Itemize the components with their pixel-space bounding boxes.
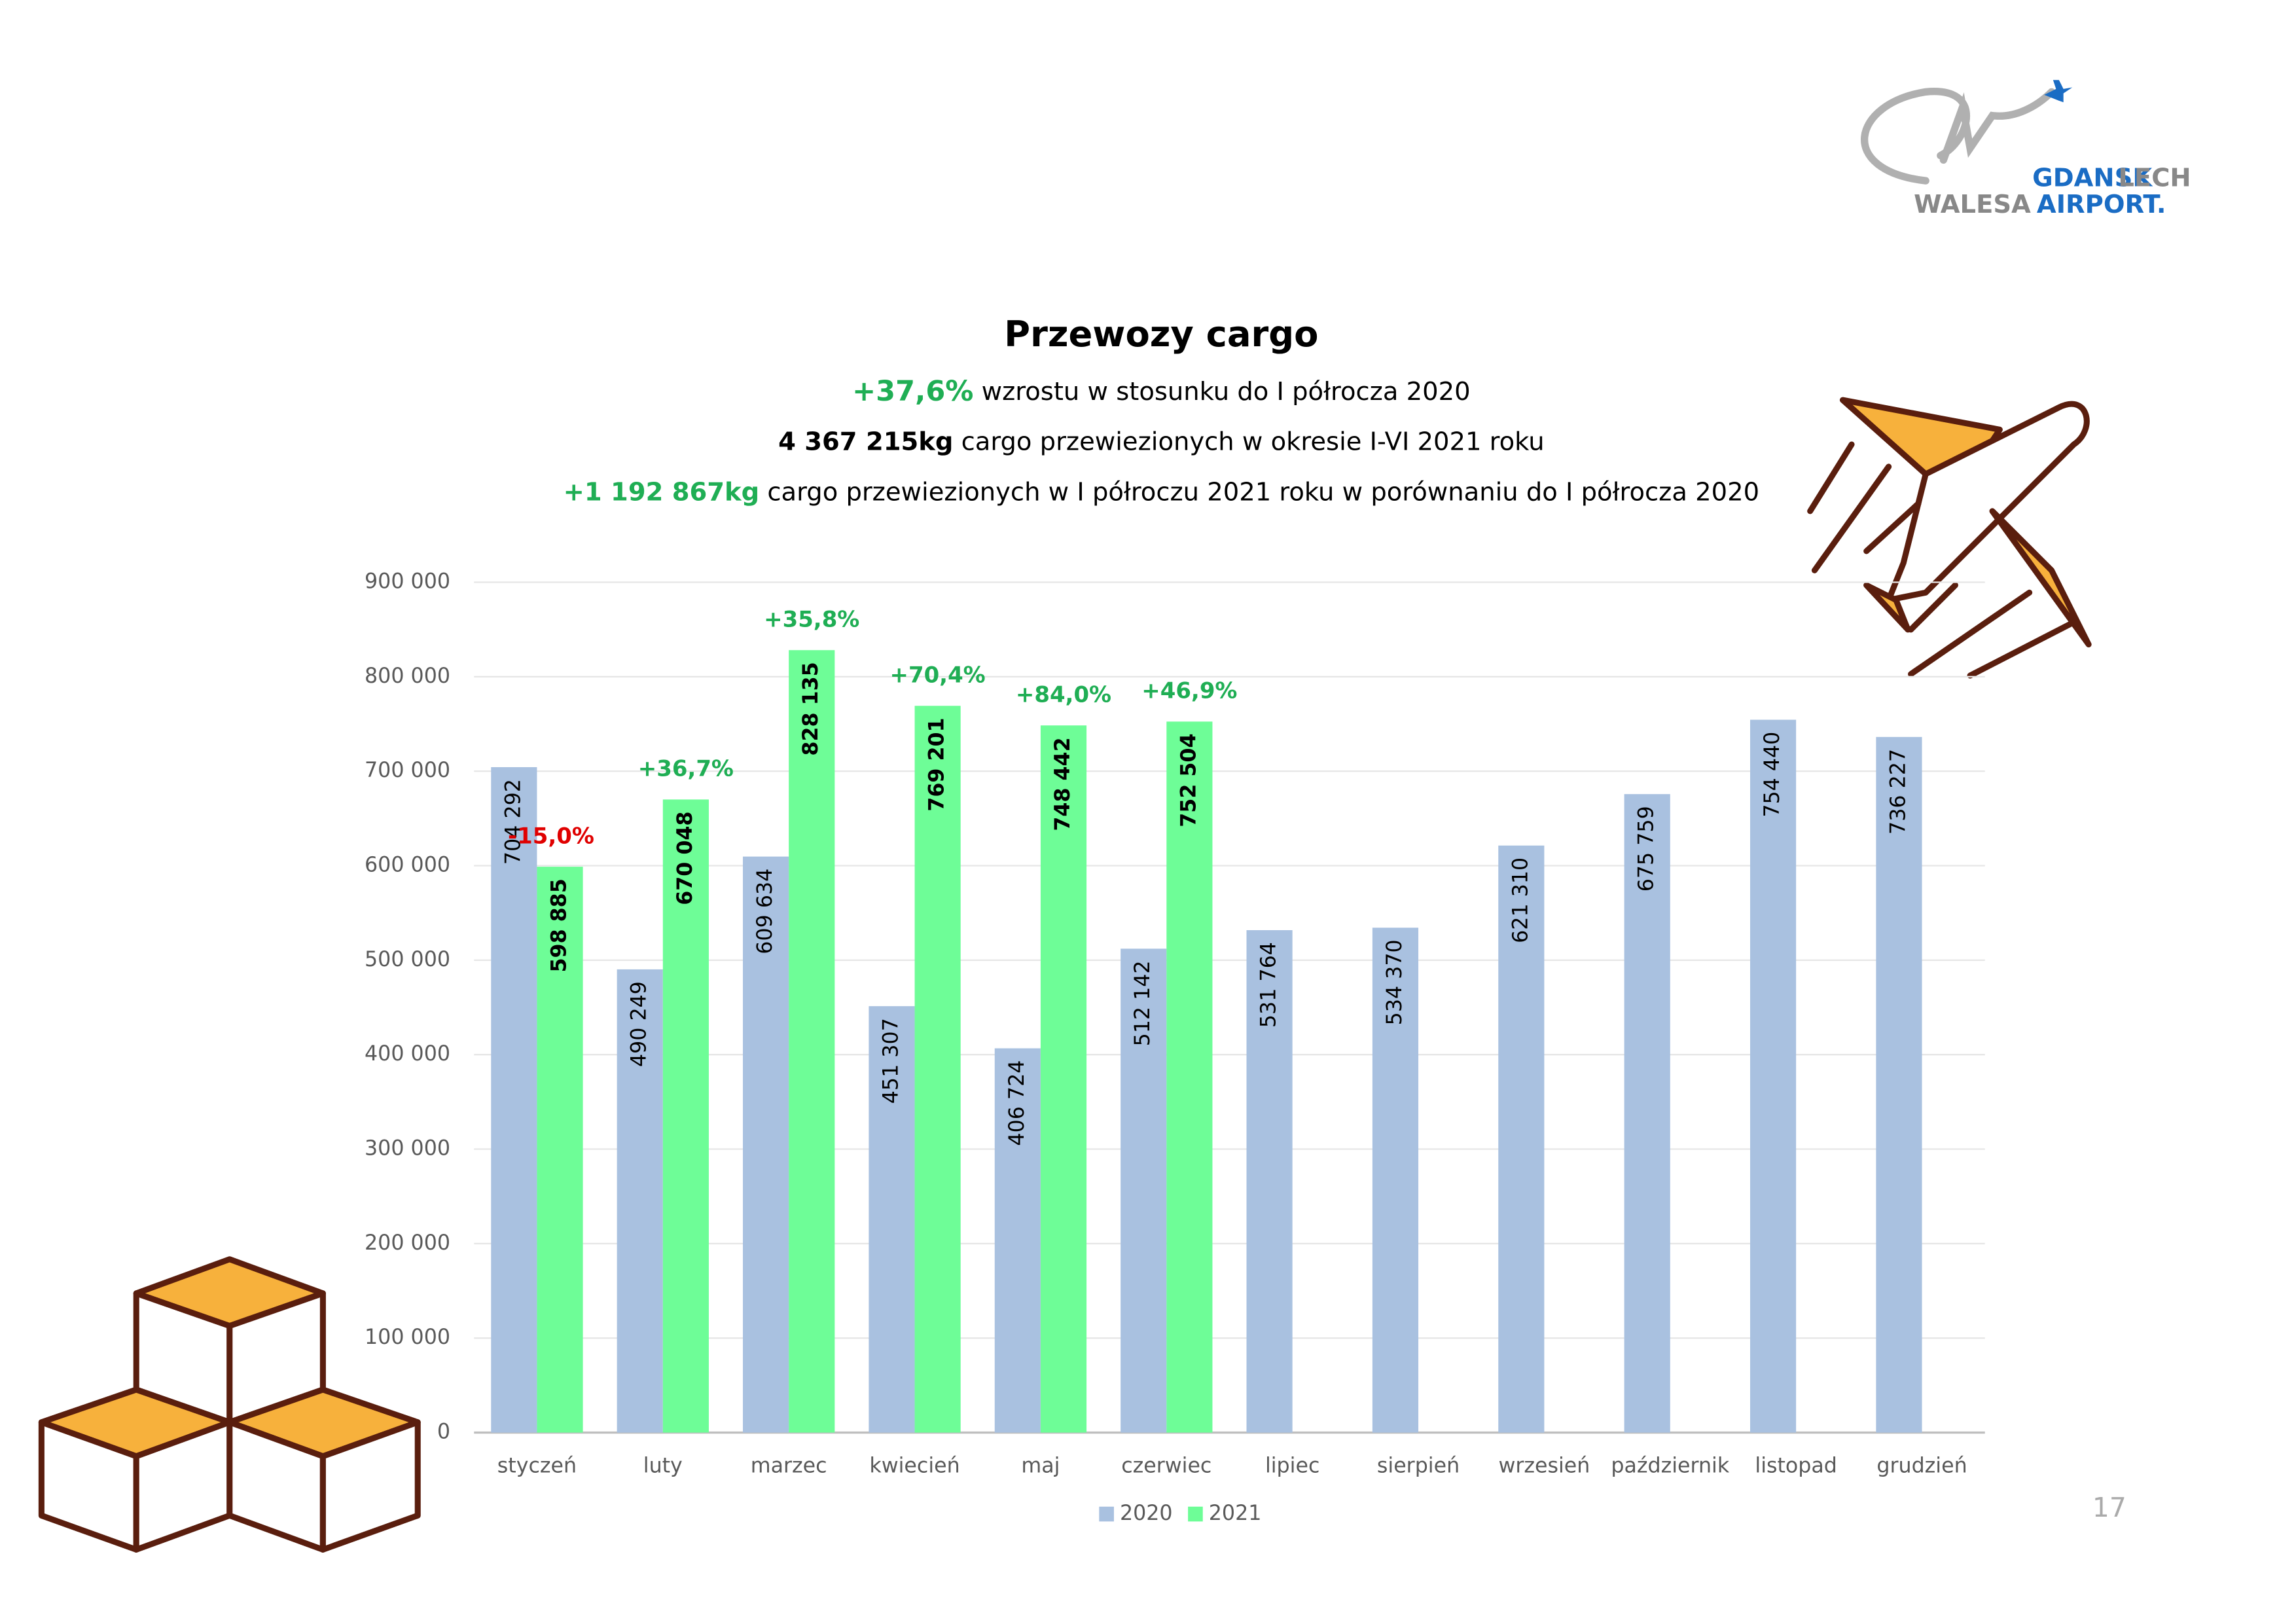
subtitle-text: cargo przewiezionych w okresie I-VI 2021… [961, 427, 1545, 456]
subtitle-space [953, 427, 961, 456]
logo-plane [2044, 80, 2073, 103]
subtitle-text: cargo przewiezionych w I półroczu 2021 r… [767, 477, 1759, 507]
bar [789, 650, 835, 1433]
bar [1121, 948, 1167, 1433]
data-label: 406 724 [1005, 1060, 1029, 1146]
x-tick-label: sierpień [1377, 1454, 1460, 1478]
y-tick-label: 200 000 [365, 1231, 450, 1255]
legend-swatch [1188, 1506, 1203, 1522]
data-label: 828 135 [799, 662, 823, 755]
y-tick-label: 0 [437, 1420, 450, 1444]
data-label: 598 885 [547, 878, 571, 972]
logo-text: GDANSK [2032, 163, 2153, 192]
bar [1246, 929, 1293, 1433]
data-label: 675 759 [1635, 806, 1659, 892]
change-label: +84,0% [1016, 681, 1111, 708]
bar [994, 1048, 1041, 1433]
subtitle-space [759, 477, 767, 507]
data-label: 704 292 [501, 779, 525, 865]
bar [869, 1006, 915, 1433]
subtitle: 4 367 215kg cargo przewiezionych w okres… [778, 427, 1545, 456]
logo-swoosh [1861, 88, 2056, 185]
x-tick-label: maj [1021, 1454, 1060, 1478]
x-tick-label: czerwiec [1121, 1454, 1211, 1478]
legend-label: 2020 [1120, 1502, 1173, 1525]
x-tick-label: marzec [751, 1454, 827, 1478]
bar [537, 867, 583, 1433]
data-label: 670 048 [673, 812, 697, 905]
x-tick-label: styczeń [497, 1454, 577, 1478]
change-label: +35,8% [764, 606, 859, 632]
x-tick-label: kwiecień [869, 1454, 960, 1478]
chart-title: Przewozy cargo [1004, 314, 1318, 355]
bar [1750, 719, 1797, 1433]
x-tick-label: luty [643, 1454, 683, 1478]
data-label: 769 201 [925, 717, 949, 811]
legend-swatch [1099, 1506, 1114, 1522]
subtitle-highlight: +37,6% [852, 374, 973, 407]
change-label: -15,0% [508, 823, 594, 849]
subtitle-highlight: 4 367 215kg [778, 427, 953, 456]
bar [662, 799, 709, 1433]
bar [743, 856, 789, 1433]
subtitle: +1 192 867kg cargo przewiezionych w I pó… [564, 477, 1759, 507]
y-tick-label: 700 000 [365, 759, 450, 782]
y-tick-label: 800 000 [365, 664, 450, 688]
logo: GDANSK LECH WALESA AIRPORT. [1861, 80, 2191, 219]
y-tick-label: 400 000 [365, 1042, 450, 1066]
x-tick-label: listopad [1755, 1454, 1837, 1478]
change-label: +36,7% [638, 756, 734, 782]
plane-icon [1807, 397, 2092, 679]
bar [1876, 736, 1922, 1433]
data-label: 752 504 [1177, 733, 1200, 827]
logo-text: AIRPORT. [2037, 190, 2166, 219]
bar [1040, 725, 1087, 1433]
data-label: 609 634 [753, 869, 777, 954]
data-label: 736 227 [1886, 749, 1910, 835]
subtitle-highlight: +1 192 867kg [564, 477, 760, 507]
data-label: 621 310 [1509, 857, 1532, 943]
change-label: +46,9% [1141, 678, 1237, 704]
subtitle-space [973, 376, 981, 406]
bar [1624, 794, 1670, 1433]
data-label: 754 440 [1761, 732, 1784, 818]
x-tick-label: październik [1611, 1454, 1729, 1478]
data-label: 534 370 [1383, 939, 1407, 1025]
bar [1372, 928, 1419, 1433]
bar [1498, 845, 1545, 1433]
data-label: 748 442 [1051, 737, 1075, 831]
bar [617, 969, 663, 1433]
data-label: 490 249 [628, 981, 651, 1067]
boxes-icon [38, 1256, 421, 1553]
data-label: 531 764 [1257, 942, 1281, 1028]
y-tick-label: 300 000 [365, 1137, 450, 1161]
logo-text: LECH [2118, 163, 2191, 192]
bar [491, 767, 537, 1433]
bar [1166, 721, 1213, 1433]
logo-text: WALESA [1914, 190, 2031, 219]
page-number: 17 [2092, 1492, 2126, 1523]
x-tick-label: lipiec [1265, 1454, 1319, 1478]
subtitle: +37,6% wzrostu w stosunku do I półrocza … [852, 374, 1470, 407]
change-label: +70,4% [890, 662, 986, 689]
y-tick-label: 500 000 [365, 948, 450, 971]
x-tick-label: grudzień [1876, 1454, 1967, 1478]
x-tick-label: wrzesień [1498, 1454, 1590, 1478]
data-label: 451 307 [879, 1018, 903, 1104]
y-tick-label: 600 000 [365, 854, 450, 877]
y-tick-label: 100 000 [365, 1326, 450, 1349]
legend-label: 2021 [1209, 1502, 1262, 1525]
data-label: 512 142 [1131, 960, 1155, 1046]
bar [914, 706, 961, 1433]
y-tick-label: 900 000 [365, 569, 450, 593]
subtitle-text: wzrostu w stosunku do I półrocza 2020 [982, 376, 1471, 406]
